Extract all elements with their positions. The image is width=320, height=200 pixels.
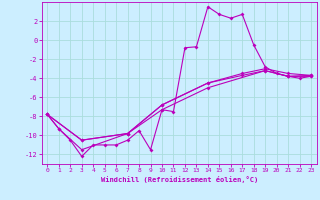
X-axis label: Windchill (Refroidissement éolien,°C): Windchill (Refroidissement éolien,°C)	[100, 176, 258, 183]
